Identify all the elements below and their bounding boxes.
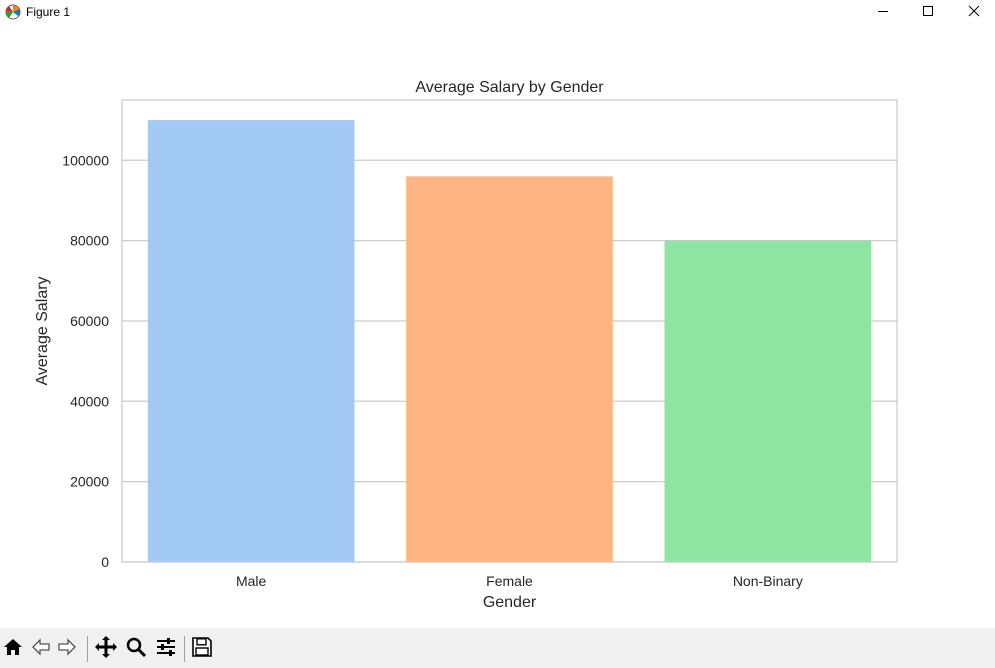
window-title: Figure 1 <box>26 5 71 19</box>
plot-frame <box>121 99 898 563</box>
y-axis-label: Average Salary <box>34 276 51 385</box>
y-tick-label: 80000 <box>70 233 109 249</box>
zoom-icon <box>125 636 147 663</box>
x-tick-label: Non-Binary <box>733 573 803 589</box>
home-icon <box>2 636 24 663</box>
navigation-toolbar <box>0 628 995 668</box>
maximize-button[interactable] <box>905 0 951 26</box>
y-tick-label: 0 <box>101 554 109 570</box>
matplotlib-icon <box>4 3 22 21</box>
x-tick-label: Male <box>236 573 267 589</box>
y-tick-labels: 0 20000 40000 60000 80000 100000 <box>62 152 109 570</box>
back-icon <box>30 636 52 663</box>
bar-non-binary <box>664 240 872 562</box>
pan-button[interactable] <box>94 635 118 664</box>
x-tick-label: Female <box>486 573 533 589</box>
pan-icon <box>94 635 118 664</box>
toolbar-separator <box>184 636 185 662</box>
x-axis-label: Gender <box>483 594 537 611</box>
toolbar-separator <box>87 636 88 662</box>
y-tick-label: 100000 <box>62 152 109 168</box>
title-bar: Figure 1 <box>0 0 995 26</box>
close-button[interactable] <box>951 0 995 26</box>
minimize-button[interactable] <box>860 0 906 26</box>
x-tick-labels: Male Female Non-Binary <box>236 573 803 589</box>
home-button[interactable] <box>1 637 25 661</box>
save-button[interactable] <box>190 636 214 663</box>
y-tick-label: 20000 <box>70 474 109 490</box>
forward-button[interactable] <box>55 637 79 661</box>
figure-canvas[interactable]: 0 20000 40000 60000 80000 100000 Male Female No… <box>0 26 995 628</box>
configure-subplots-icon <box>155 636 177 663</box>
y-tick-label: 60000 <box>70 313 109 329</box>
y-tick-label: 40000 <box>70 393 109 409</box>
bar-male <box>147 120 355 562</box>
zoom-button[interactable] <box>124 637 148 661</box>
configure-subplots-button[interactable] <box>154 637 178 661</box>
save-icon <box>191 636 213 663</box>
back-button[interactable] <box>29 637 53 661</box>
bar-chart: 0 20000 40000 60000 80000 100000 Male Female No… <box>34 79 898 611</box>
minimize-icon <box>877 4 889 22</box>
chart-title: Average Salary by Gender <box>415 79 604 96</box>
bars <box>147 120 872 562</box>
forward-icon <box>56 636 78 663</box>
close-icon <box>968 4 980 22</box>
maximize-icon <box>922 4 934 22</box>
bar-female <box>406 176 613 562</box>
